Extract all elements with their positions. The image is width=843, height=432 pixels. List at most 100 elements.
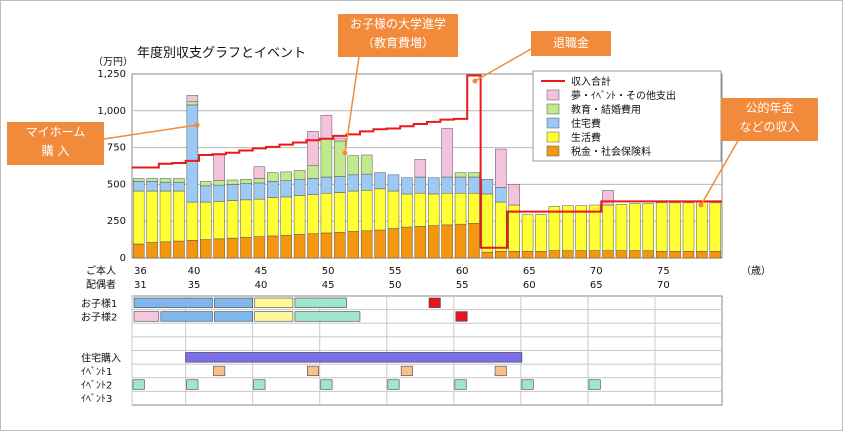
bar-segment (468, 172, 480, 178)
bar-segment (427, 177, 440, 195)
bar-segment (629, 203, 641, 251)
child1-marker (428, 297, 441, 308)
bar-segment (602, 190, 614, 206)
bar-segment (401, 177, 413, 195)
child1-school-bar (214, 297, 253, 308)
bar-segment (642, 250, 655, 259)
bar-segment (588, 250, 601, 259)
bar-segment (374, 188, 386, 231)
y-tick-label: 250 (107, 216, 126, 227)
child2-marker (455, 311, 468, 322)
income-step-line (132, 74, 722, 249)
legend-label: 収入合計 (571, 75, 611, 88)
callout-pension-line2: などの収入 (739, 120, 800, 134)
bar-segment (494, 251, 507, 259)
pointer-university-dot (342, 150, 348, 156)
legend-swatch (546, 131, 560, 143)
bar-segment (213, 184, 225, 202)
bar-segment (240, 183, 252, 201)
pointer-pension (700, 138, 740, 206)
event2-marker (320, 379, 333, 390)
bar-segment (535, 251, 547, 259)
bar-segment (347, 231, 360, 259)
bar-segment (334, 231, 346, 259)
bar-segment (307, 194, 319, 234)
child2-school-bar (294, 311, 361, 322)
bar-segment (186, 100, 199, 106)
bar-segment (441, 176, 453, 194)
bar-segment (186, 201, 199, 241)
bar-segment (307, 131, 319, 166)
bar-segment (186, 104, 199, 203)
x-tick-self: 40 (188, 266, 201, 277)
bar-segment (642, 203, 655, 251)
bar-segment (508, 251, 520, 259)
event2-marker (186, 379, 199, 390)
bar-segment (173, 240, 185, 259)
bar-segment (521, 214, 534, 252)
bar-segment (602, 204, 614, 251)
bar-segment (602, 250, 614, 259)
bar-segment (280, 196, 292, 236)
x-tick-self: 70 (590, 266, 603, 277)
legend-label: 税金・社会保険料 (571, 145, 651, 158)
bar-segment (280, 180, 292, 198)
x-tick-spouse: 70 (657, 280, 670, 291)
spouse-age-label: 配偶者 (86, 278, 116, 291)
bar-segment (360, 190, 373, 232)
bar-segment (441, 192, 453, 226)
callout-pointers (103, 48, 740, 208)
bar-segment (387, 228, 400, 259)
bar-segment (186, 95, 199, 102)
bar-segment (575, 250, 587, 259)
bar-segment (374, 172, 386, 190)
bar-segment (347, 174, 360, 192)
bar-segment (320, 176, 333, 194)
event2-marker (132, 379, 145, 390)
y-tick-label: 750 (107, 143, 126, 154)
timeline-row-label: ｲﾍﾞﾝﾄ1 (81, 366, 112, 378)
legend-swatch (546, 145, 560, 157)
self-age-label: ご本人 (86, 264, 116, 277)
legend-swatch (546, 89, 560, 101)
child1-school-bar (254, 297, 294, 308)
x-tick-self: 65 (523, 266, 536, 277)
event1-marker (494, 365, 507, 377)
bar-segment (199, 181, 212, 187)
bar-segment (360, 230, 373, 259)
child1-school-bar (294, 297, 347, 308)
bar-segment (146, 242, 158, 259)
event1-marker (307, 365, 320, 377)
legend-label: 教育・結婚費用 (571, 103, 641, 116)
bar-segment (548, 206, 561, 251)
bar-segment (615, 250, 628, 259)
child2-school-bar (160, 311, 213, 322)
bar-segment (454, 176, 467, 194)
callout-pension-line1: 公的年金 (745, 101, 794, 115)
child1-school-bar (133, 297, 213, 308)
bar-segment (159, 178, 172, 183)
bar-segment (441, 224, 453, 259)
timeline-row-label: ｲﾍﾞﾝﾄ3 (81, 393, 112, 405)
bar-segment (159, 181, 172, 192)
home-purchase-bar (185, 352, 523, 363)
bar-segment (240, 178, 252, 184)
event2-marker (253, 379, 266, 390)
bar-segment (253, 182, 266, 200)
bar-segment (334, 140, 346, 177)
bar-segment (320, 232, 333, 259)
bar-segment (655, 202, 668, 252)
child2-school-bar (254, 311, 294, 322)
bar-segment (562, 205, 574, 251)
bar-segment (267, 172, 279, 182)
bar-segment (454, 172, 467, 178)
bar-segment (199, 201, 212, 240)
bar-segment (468, 223, 480, 259)
event1-marker (400, 365, 413, 377)
bar-segment (494, 201, 507, 252)
bar-segment (307, 178, 319, 195)
bar-segment (682, 251, 695, 259)
bar-segment (213, 153, 225, 181)
